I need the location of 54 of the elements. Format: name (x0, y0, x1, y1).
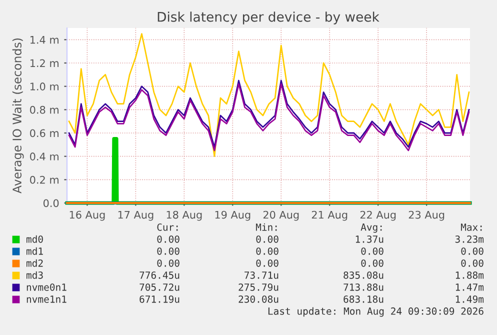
chart-title: Disk latency per device - by week (158, 12, 380, 24)
y-tick-label: 0.0 (43, 199, 59, 208)
y-tick-label: 0.4 m (30, 152, 58, 160)
text: 0.00 (361, 247, 384, 255)
text: 73.71u (244, 271, 278, 279)
text: 0.00 (256, 259, 278, 267)
y-tick-label: 0.2 m (30, 176, 58, 184)
y-tick-label: 1.4 m (30, 36, 58, 44)
x-tick-label: 17 Aug (118, 210, 154, 221)
y-tick-label: 0.6 m (30, 129, 58, 138)
text: 683.18u (344, 295, 384, 303)
text: 0.00 (256, 235, 278, 243)
y-axis-title: Average IO Wait (seconds) (12, 38, 24, 194)
x-tick-label: 21 Aug (312, 210, 348, 221)
x-tick-label: 22 Aug (360, 210, 396, 221)
x-tick-label: 19 Aug (215, 210, 250, 221)
text: 1.47m (456, 284, 484, 291)
line-series (68, 33, 470, 158)
legend-label: nvme0n1 (26, 283, 66, 291)
x-tick-label: 20 Aug (263, 210, 299, 221)
text: 1.88m (456, 271, 484, 279)
text: Last update: Mon Aug 24 09:30:09 2026 (268, 307, 484, 317)
legend-label: md1 (26, 247, 43, 255)
text: 0.00 (461, 259, 484, 267)
text: 0.00 (361, 259, 384, 267)
text: Cur: (157, 223, 178, 231)
text: Avg: (360, 224, 382, 233)
x-tick-label: 16 Aug (70, 210, 105, 221)
y-tick-label: 1.2 m (30, 59, 58, 67)
legend-label: md3 (26, 271, 43, 279)
legend-label: md0 (26, 235, 43, 243)
x-tick-label: 23 Aug (408, 210, 444, 221)
text: 671.19u (140, 295, 180, 303)
y-tick-label: 1.0 m (30, 82, 58, 90)
text: 0.00 (256, 247, 278, 255)
text: 275.79u (238, 283, 278, 291)
text: 776.45u (140, 271, 180, 279)
text: 713.88u (344, 283, 384, 291)
legend-label: nvme1n1 (26, 296, 66, 303)
text: 1.49m (456, 295, 484, 303)
text: Max: (460, 224, 482, 231)
text: Min: (256, 223, 277, 231)
text: 0.00 (157, 235, 180, 243)
y-tick-label: 0.8 m (30, 106, 58, 114)
x-tick-label: 18 Aug (166, 210, 202, 221)
legend-label: md2 (26, 259, 43, 267)
text: 230.08u (238, 295, 278, 303)
text: 0.00 (461, 247, 484, 255)
text: 835.08u (344, 271, 384, 279)
text: 705.72u (140, 283, 180, 291)
text: 1.37u (356, 235, 384, 243)
text: 0.00 (157, 247, 180, 255)
text: 0.00 (157, 259, 180, 267)
text: 3.23m (455, 235, 484, 243)
